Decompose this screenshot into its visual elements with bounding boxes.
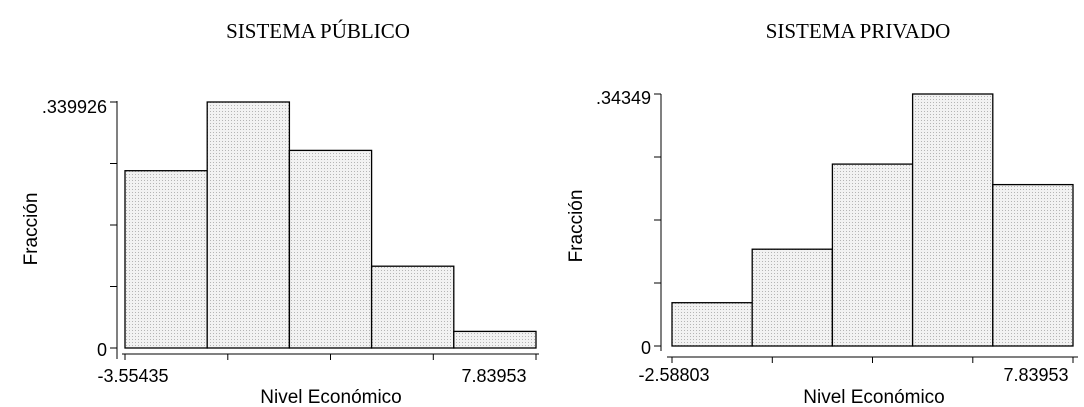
histogram-bar-2 — [206, 101, 291, 349]
y-axis-label: Fracción — [566, 190, 587, 263]
histogram-bar-4 — [370, 265, 455, 349]
x-tick-label-max: 7.83953 — [461, 366, 526, 386]
y-tick-label-max: .339926 — [42, 97, 107, 117]
x-axis-label: Nivel Económico — [803, 387, 945, 407]
x-axis-label: Nivel Económico — [260, 387, 402, 407]
y-ticks — [110, 101, 117, 349]
x-tick-label-max: 7.83953 — [1003, 365, 1068, 385]
y-ticks — [654, 93, 661, 347]
y-tick-label-zero: 0 — [641, 338, 651, 358]
histogram-bar-3 — [831, 163, 914, 347]
histogram-bar-1 — [671, 302, 753, 347]
x-ticks — [124, 354, 537, 360]
histogram-bar-3 — [288, 149, 373, 349]
histogram-bar-5 — [453, 330, 537, 349]
histogram-bar-5 — [992, 183, 1074, 347]
histogram-bar-4 — [911, 93, 994, 347]
y-tick-label-zero: 0 — [97, 340, 107, 360]
histogram-bar-2 — [751, 248, 834, 347]
y-tick-label-max: .34349 — [596, 88, 651, 108]
histogram-bar-1 — [124, 170, 208, 349]
x-tick-label-min: -3.55435 — [97, 366, 168, 386]
y-axis-label: Fracción — [21, 193, 42, 266]
x-ticks — [671, 357, 1074, 363]
chart-panel-publico: SISTEMA PÚBLICO .339926 0 -3.55435 7.839… — [21, 19, 539, 407]
bars — [124, 101, 537, 349]
bars — [671, 93, 1074, 347]
chart-title: SISTEMA PRIVADO — [766, 19, 951, 43]
chart-panel-privado: SISTEMA PRIVADO .34349 0 -2.58803 7.8395… — [566, 19, 1078, 407]
chart-title: SISTEMA PÚBLICO — [226, 19, 410, 43]
x-tick-label-min: -2.58803 — [638, 365, 709, 385]
